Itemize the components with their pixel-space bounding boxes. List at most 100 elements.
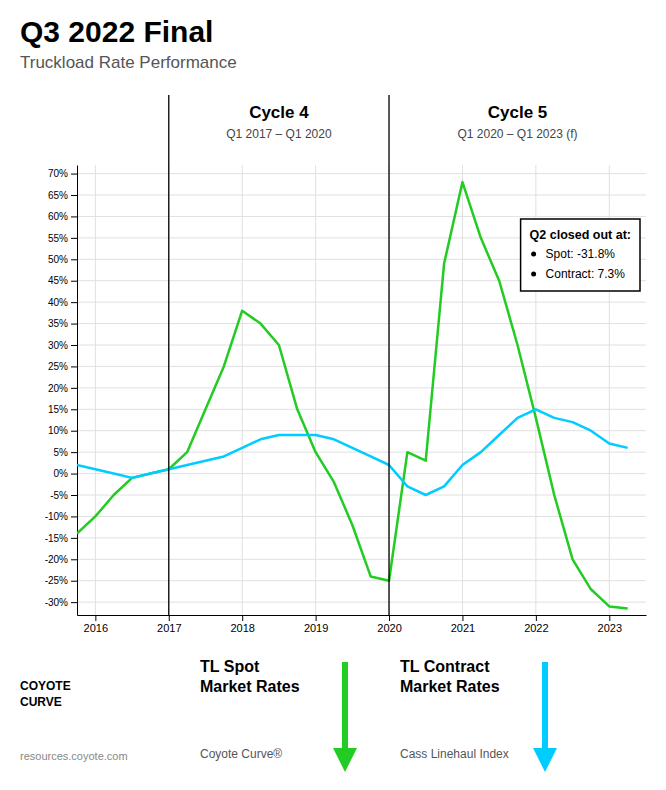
x-tick: 2019 [304, 615, 328, 634]
y-tick-label: -30% [45, 597, 68, 608]
x-tick: 2018 [230, 615, 254, 634]
grid [77, 165, 646, 615]
grid-line-y [77, 387, 646, 388]
cycle-period: Q1 2020 – Q1 2023 (f) [457, 127, 577, 141]
y-tick-label: 25% [48, 361, 68, 372]
footer-url: resources.coyote.com [20, 750, 128, 762]
y-tick-label: -5% [50, 490, 68, 501]
y-tick: 30% [48, 340, 77, 351]
y-tick-mark [71, 238, 77, 239]
series-source: Coyote Curve® [200, 747, 282, 761]
brand-text: COYOTE [20, 679, 71, 693]
y-tick-mark [71, 324, 77, 325]
y-tick: 10% [48, 425, 77, 436]
series-name-line: TL Contract [400, 658, 490, 675]
series-name: TL Contract Market Rates [400, 658, 500, 695]
y-tick-mark [71, 366, 77, 367]
cycle-period: Q1 2017 – Q1 2020 [226, 127, 332, 141]
x-tick-label: 2022 [524, 622, 548, 634]
brand-text: CURVE [20, 695, 62, 709]
subtitle: Truckload Rate Performance [20, 53, 237, 72]
y-tick-label: 50% [48, 254, 68, 265]
y-tick: 20% [48, 383, 77, 394]
grid-line-y [77, 345, 646, 346]
series-key-arrow [542, 662, 548, 752]
chart-container: Q3 2022 Final Truckload Rate Performance -… [0, 0, 666, 790]
footer: COYOTE CURVE resources.coyote.com TL Spot Ma… [20, 658, 557, 772]
x-tick-mark [242, 615, 243, 621]
title: Q3 2022 Final [20, 15, 213, 48]
x-tick-mark [536, 615, 537, 621]
y-tick-mark [71, 409, 77, 410]
cycle-divider [388, 95, 389, 615]
series-group [77, 182, 628, 608]
chart-svg: Q3 2022 Final Truckload Rate Performance -… [0, 0, 666, 790]
y-tick: 70% [48, 168, 77, 179]
grid-line-y [77, 302, 646, 303]
y-tick: 40% [48, 297, 77, 308]
y-tick-mark [71, 495, 77, 496]
grid-line-x [242, 165, 243, 615]
callout-bullet [531, 272, 536, 277]
x-tick: 2016 [84, 615, 108, 634]
y-tick-mark [71, 581, 77, 582]
callout-item: Contract: 7.3% [546, 267, 626, 281]
y-tick-mark [71, 538, 77, 539]
series-key-arrowhead [333, 748, 357, 772]
series-name-line: TL Spot [200, 658, 260, 675]
y-tick-label: 15% [48, 404, 68, 415]
y-tick: -10% [45, 511, 77, 522]
y-tick-label: -15% [45, 533, 68, 544]
grid-line-y [77, 216, 646, 217]
x-tick-label: 2017 [157, 622, 181, 634]
y-tick: 5% [54, 447, 77, 458]
grid-line-y [77, 473, 646, 474]
cycle-divider [168, 95, 169, 615]
y-tick: -5% [50, 490, 77, 501]
y-tick-mark [71, 195, 77, 196]
callout-item: Spot: -31.8% [546, 247, 616, 261]
callout: Q2 closed out at:Spot: -31.8%Contract: 7… [521, 219, 640, 291]
y-tick: -25% [45, 575, 77, 586]
y-tick-label: 35% [48, 318, 68, 329]
y-tick-mark [71, 452, 77, 453]
grid-line-x [315, 165, 316, 615]
x-tick: 2023 [598, 615, 622, 634]
y-tick: 0% [54, 468, 77, 479]
y-tick-mark [71, 474, 77, 475]
grid-line-y [77, 430, 646, 431]
x-tick-mark [462, 615, 463, 621]
y-tick-mark [71, 345, 77, 346]
series-name-line: Market Rates [200, 678, 300, 695]
grid-line-x [462, 165, 463, 615]
grid-line-y [77, 323, 646, 324]
y-tick: 50% [48, 254, 77, 265]
x-tick-label: 2016 [84, 622, 108, 634]
x-tick: 2017 [157, 615, 181, 634]
series-name-line: Market Rates [400, 678, 500, 695]
y-tick: 65% [48, 190, 77, 201]
y-tick-label: 0% [54, 468, 69, 479]
x-tick: 2022 [524, 615, 548, 634]
y-tick: 25% [48, 361, 77, 372]
callout-bullet [531, 252, 536, 257]
y-tick-mark [71, 174, 77, 175]
y-tick-label: 65% [48, 190, 68, 201]
series-key-arrow [342, 662, 348, 752]
y-tick-mark [71, 388, 77, 389]
x-tick-mark [169, 615, 170, 621]
x-tick-mark [95, 615, 96, 621]
x-tick-mark [389, 615, 390, 621]
series-key-arrowhead [533, 748, 557, 772]
x-tick: 2020 [377, 615, 401, 634]
x-tick-label: 2023 [598, 622, 622, 634]
grid-line-x [95, 165, 96, 615]
x-tick-mark [609, 615, 610, 621]
y-tick-label: -10% [45, 511, 68, 522]
y-tick-label: 45% [48, 275, 68, 286]
y-tick-mark [71, 259, 77, 260]
series-name: TL Spot Market Rates [200, 658, 300, 695]
x-tick-label: 2018 [230, 622, 254, 634]
callout-box [521, 219, 640, 291]
y-tick-label: 40% [48, 297, 68, 308]
